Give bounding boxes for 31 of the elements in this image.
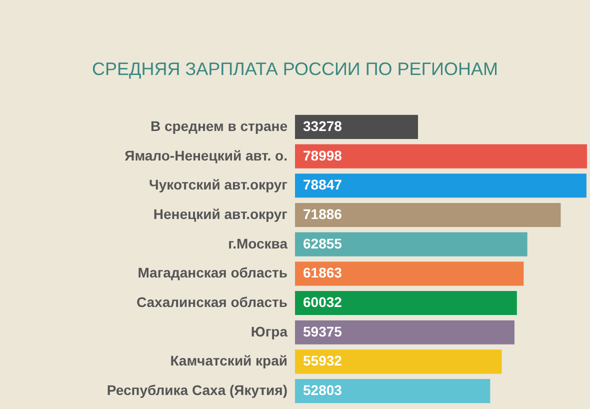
bar (295, 232, 528, 256)
data-label: 55932 (303, 352, 342, 369)
y-tick-label: Камчатский край (170, 352, 288, 369)
y-tick-label: Сахалинская область (136, 294, 288, 310)
y-tick-label: Ненецкий авт.округ (153, 206, 288, 222)
bar (295, 379, 490, 404)
y-tick-label: Чукотский авт.округ (149, 176, 288, 193)
data-label: 33278 (303, 118, 342, 134)
bar (295, 320, 514, 344)
bar (295, 202, 561, 228)
bar (295, 350, 502, 374)
data-label: 78847 (303, 176, 342, 193)
y-tick-label: Республика Саха (Якутия) (106, 382, 288, 398)
y-tick-label: г.Москва (228, 235, 288, 252)
y-tick-label: В среднем в стране (150, 118, 288, 134)
chart-title: СРЕДНЯЯ ЗАРПЛАТА РОССИИ ПО РЕГИОНАМ (92, 59, 498, 79)
bar (295, 290, 517, 316)
y-tick-label: Магаданская область (138, 264, 288, 281)
data-label: 78998 (303, 147, 342, 164)
data-label: 71886 (303, 206, 342, 222)
data-label: 59375 (303, 323, 342, 340)
bar (295, 114, 418, 139)
bar (295, 174, 586, 198)
y-tick-label: Югра (250, 323, 288, 340)
data-label: 62855 (303, 235, 342, 252)
y-tick-label: Ямало-Ненецкий авт. о. (124, 147, 288, 164)
data-label: 52803 (303, 382, 342, 398)
bar (295, 144, 587, 168)
data-label: 60032 (303, 294, 342, 310)
data-label: 61863 (303, 264, 342, 281)
bar (295, 262, 524, 286)
